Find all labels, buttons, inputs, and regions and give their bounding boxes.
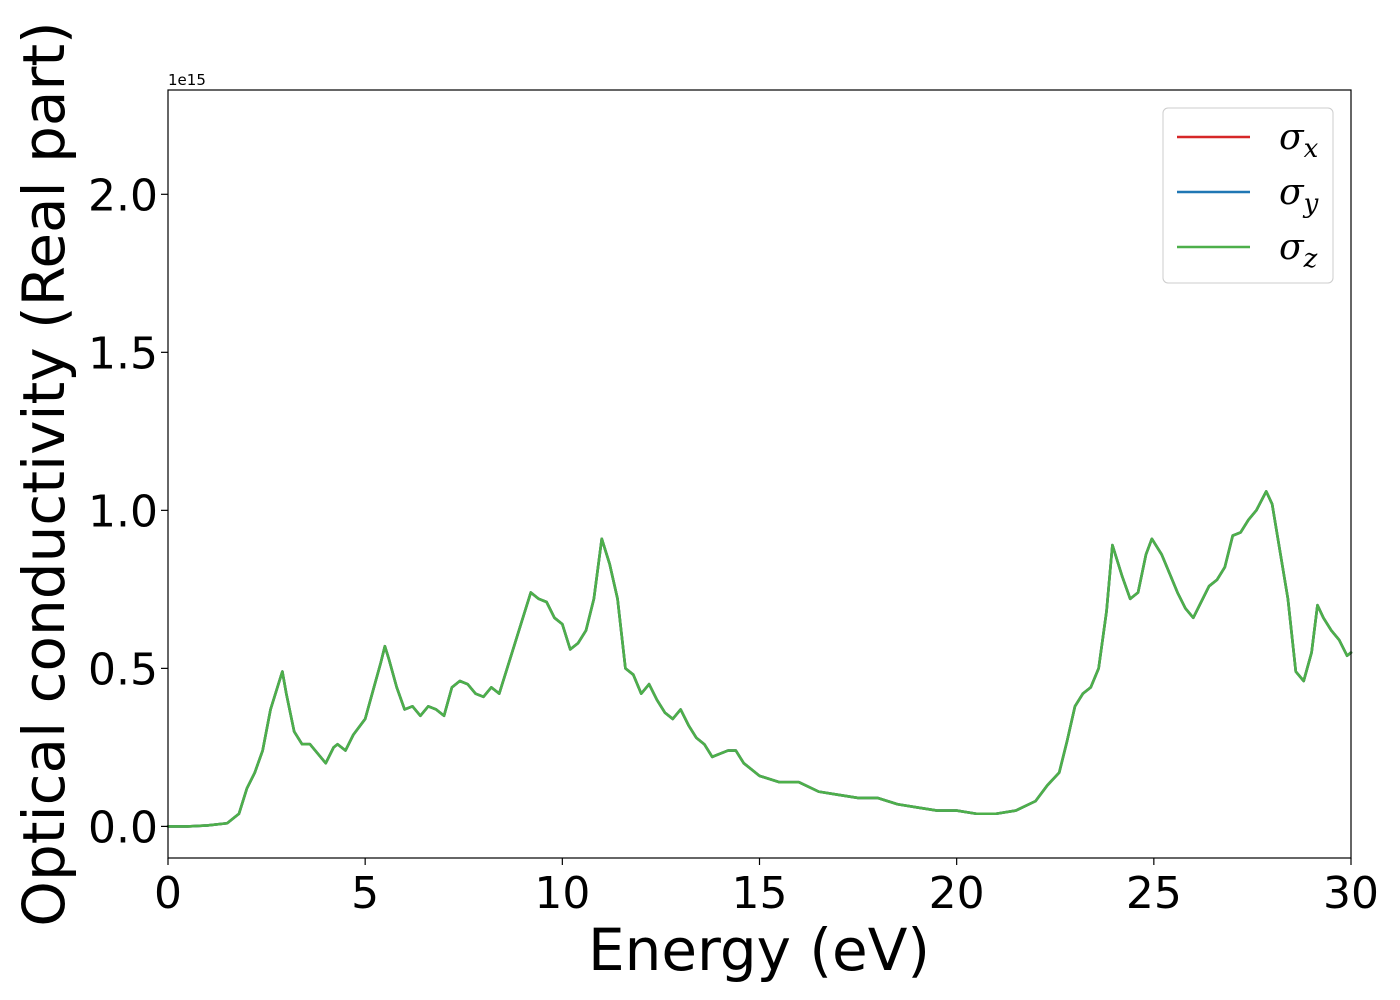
x-tick-label: 25: [1126, 868, 1182, 919]
y-axis-title: Optical conductivity (Real part): [10, 21, 78, 926]
legend-label-y: σy: [1279, 172, 1319, 219]
x-tick-label: 0: [154, 868, 182, 919]
x-axis-title: Energy (eV): [588, 916, 930, 984]
x-tick-label: 15: [732, 868, 788, 919]
x-tick-label: 10: [534, 868, 590, 919]
x-tick-label: 20: [929, 868, 985, 919]
legend-frame: [1162, 107, 1334, 284]
x-tick-label: 5: [351, 868, 379, 919]
y-tick-label: 1.5: [88, 328, 158, 379]
legend: σx σy σz: [1162, 107, 1334, 284]
x-tick-label: 30: [1323, 868, 1379, 919]
legend-label-z: σz: [1279, 227, 1318, 274]
y-tick-label: 0.5: [88, 644, 158, 695]
y-tick-label: 2.0: [88, 170, 158, 221]
y-tick-label: 1.0: [88, 486, 158, 537]
y-axis-ticks: 0.0 0.5 1.0 1.5 2.0: [88, 170, 168, 853]
y-axis-offset-label: 1e15: [168, 71, 206, 89]
y-tick-label: 0.0: [88, 802, 158, 853]
legend-label-x: σx: [1279, 117, 1319, 164]
series-line-3: [166, 490, 1353, 828]
x-axis-ticks: 0 5 10 15 20 25 30: [154, 858, 1379, 919]
plot-lines: [166, 490, 1353, 828]
